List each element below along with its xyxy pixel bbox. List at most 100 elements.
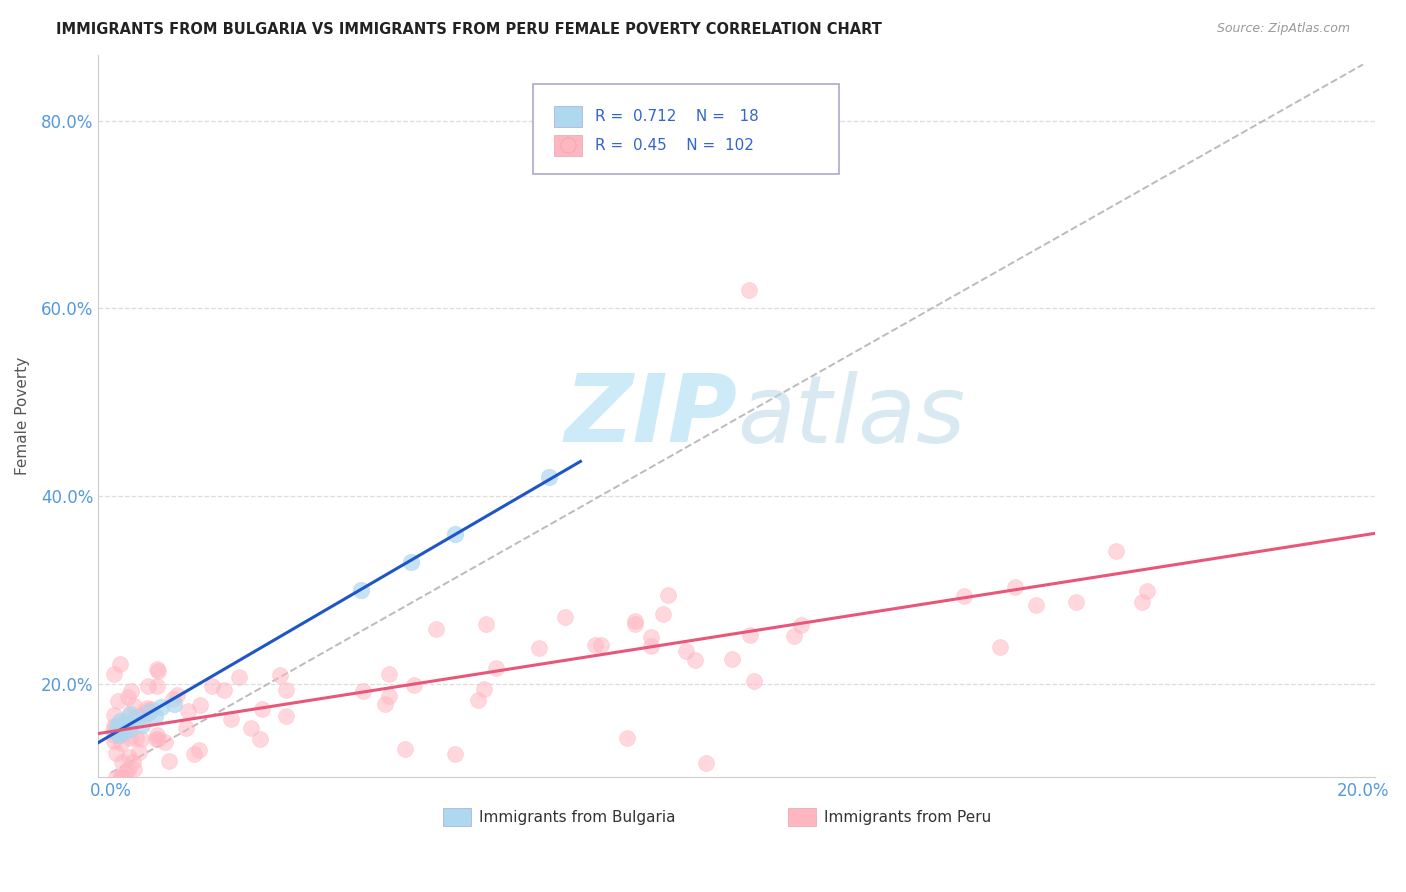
Point [742, 673, 765, 688]
Text: ZIP: ZIP [564, 370, 737, 462]
Text: R =  0.712    N =   18: R = 0.712 N = 18 [595, 109, 759, 124]
Point [111, 771, 134, 785]
Point [118, 731, 141, 746]
Point [162, 692, 184, 706]
Text: R =  0.45    N =  102: R = 0.45 N = 102 [595, 138, 754, 153]
Point [103, 707, 125, 722]
Point [640, 630, 662, 644]
Point [350, 582, 373, 597]
Point [683, 653, 706, 667]
Point [616, 731, 638, 746]
Point [474, 617, 496, 632]
Point [624, 614, 647, 628]
Point [166, 688, 188, 702]
Point [789, 617, 811, 632]
Point [112, 723, 135, 738]
Point [721, 651, 744, 665]
Point [485, 661, 508, 675]
Point [110, 657, 132, 671]
Point [145, 679, 167, 693]
Text: atlas: atlas [737, 371, 965, 462]
Point [1025, 598, 1047, 612]
Point [111, 755, 134, 769]
Text: Source: ZipAtlas.com: Source: ZipAtlas.com [1216, 22, 1350, 36]
Point [103, 733, 125, 747]
Point [162, 698, 184, 712]
Point [112, 716, 135, 731]
Point [108, 725, 131, 739]
Bar [443, 808, 471, 826]
Point [107, 694, 129, 708]
Point [111, 727, 134, 741]
Point [105, 719, 128, 733]
Point [110, 771, 132, 785]
Point [589, 638, 612, 652]
Point [110, 714, 132, 728]
Bar [787, 808, 815, 826]
Point [444, 526, 467, 541]
Point [125, 712, 148, 726]
Point [103, 666, 125, 681]
Point [131, 732, 153, 747]
Point [444, 747, 467, 761]
Point [118, 709, 141, 723]
Point [148, 664, 170, 678]
Point [150, 700, 173, 714]
Point [378, 667, 401, 681]
Point [425, 622, 447, 636]
Point [988, 640, 1011, 655]
Point [105, 725, 128, 739]
Point [174, 721, 197, 735]
Point [117, 763, 139, 777]
Point [145, 662, 167, 676]
Point [219, 712, 242, 726]
FancyBboxPatch shape [533, 84, 839, 174]
Point [120, 684, 142, 698]
Point [190, 698, 212, 713]
Point [228, 670, 250, 684]
Point [1136, 584, 1159, 599]
Point [103, 723, 125, 737]
Point [527, 641, 550, 656]
Point [103, 728, 125, 742]
Text: Immigrants from Bulgaria: Immigrants from Bulgaria [479, 810, 675, 825]
Point [188, 742, 211, 756]
Point [1004, 581, 1026, 595]
Point [157, 754, 180, 768]
Point [117, 690, 139, 704]
Point [110, 736, 132, 750]
Point [115, 723, 138, 737]
Point [554, 609, 576, 624]
Point [472, 682, 495, 697]
Point [139, 702, 162, 716]
Point [136, 679, 159, 693]
Point [201, 679, 224, 693]
Point [110, 771, 132, 785]
Point [143, 709, 166, 723]
Point [155, 735, 177, 749]
Point [146, 728, 169, 742]
Point [212, 682, 235, 697]
Point [624, 617, 647, 632]
Point [274, 683, 297, 698]
Point [240, 721, 263, 735]
Point [134, 708, 156, 723]
Y-axis label: Female Poverty: Female Poverty [15, 357, 30, 475]
Point [117, 714, 139, 729]
Point [124, 731, 146, 745]
Point [118, 749, 141, 764]
Point [953, 589, 976, 603]
Point [269, 668, 291, 682]
Point [107, 728, 129, 742]
Point [128, 745, 150, 759]
Point [118, 706, 141, 721]
Bar [554, 106, 582, 128]
Point [146, 731, 169, 746]
Point [585, 638, 607, 652]
Point [122, 755, 145, 769]
Point [108, 725, 131, 739]
Point [1130, 595, 1153, 609]
Point [131, 718, 153, 732]
Point [738, 283, 761, 297]
Point [651, 607, 673, 622]
